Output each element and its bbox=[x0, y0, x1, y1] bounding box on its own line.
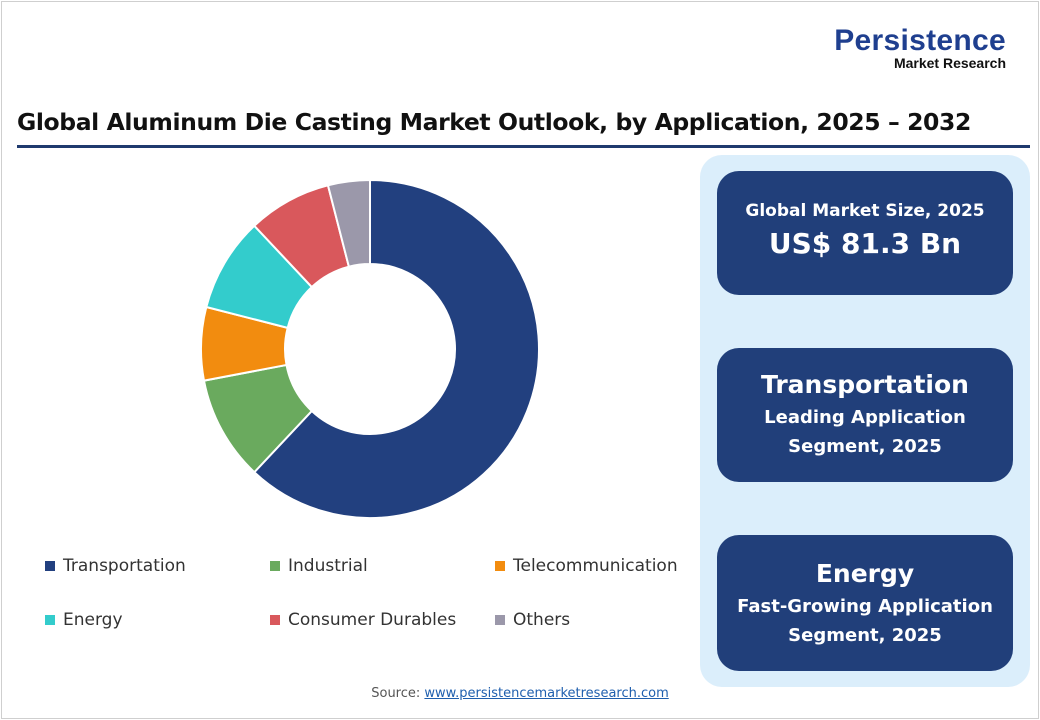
source-label: Source: bbox=[371, 686, 421, 701]
legend-swatch bbox=[495, 615, 505, 625]
legend-label: Others bbox=[513, 610, 571, 630]
legend-item: Transportation bbox=[45, 556, 186, 576]
donut-chart bbox=[200, 178, 540, 519]
source-link[interactable]: www.persistencemarketresearch.com bbox=[424, 686, 669, 701]
leading-line2: Segment, 2025 bbox=[788, 436, 942, 457]
legend-label: Industrial bbox=[288, 556, 368, 576]
legend-swatch bbox=[270, 561, 280, 571]
leading-line1: Leading Application bbox=[764, 407, 966, 428]
fast-segment: Energy bbox=[815, 559, 915, 588]
legend-item: Telecommunication bbox=[495, 556, 678, 576]
donut-slice-transportation bbox=[252, 178, 540, 519]
legend-item: Industrial bbox=[270, 556, 368, 576]
legend-item: Energy bbox=[45, 610, 123, 630]
legend-swatch bbox=[45, 561, 55, 571]
legend-swatch bbox=[45, 615, 55, 625]
legend-label: Energy bbox=[63, 610, 123, 630]
donut-slice-others bbox=[326, 178, 371, 268]
legend-item: Consumer Durables bbox=[270, 610, 456, 630]
summary-panel: Global Market Size, 2025 US$ 81.3 Bn Tra… bbox=[700, 155, 1030, 687]
legend-item: Others bbox=[495, 610, 570, 630]
market-size-card: Global Market Size, 2025 US$ 81.3 Bn bbox=[717, 171, 1013, 295]
title-divider bbox=[17, 145, 1030, 148]
logo: Persistence Market Research bbox=[834, 24, 1006, 71]
market-size-label: Global Market Size, 2025 bbox=[745, 201, 985, 221]
leading-segment: Transportation bbox=[761, 370, 969, 399]
logo-line2: Market Research bbox=[893, 55, 1006, 71]
source: Source: www.persistencemarketresearch.co… bbox=[0, 686, 1040, 701]
fast-line1: Fast-Growing Application bbox=[737, 596, 993, 617]
leading-segment-card: Transportation Leading Application Segme… bbox=[717, 348, 1013, 482]
fast-growing-card: Energy Fast-Growing Application Segment,… bbox=[717, 535, 1013, 671]
fast-line2: Segment, 2025 bbox=[788, 625, 942, 646]
legend-label: Telecommunication bbox=[513, 556, 678, 576]
logo-line1: Persistence bbox=[834, 24, 1006, 57]
legend-label: Transportation bbox=[63, 556, 186, 576]
legend-swatch bbox=[495, 561, 505, 571]
market-size-value: US$ 81.3 Bn bbox=[768, 227, 962, 260]
page-title: Global Aluminum Die Casting Market Outlo… bbox=[17, 108, 971, 136]
legend-swatch bbox=[270, 615, 280, 625]
legend-label: Consumer Durables bbox=[288, 610, 457, 630]
